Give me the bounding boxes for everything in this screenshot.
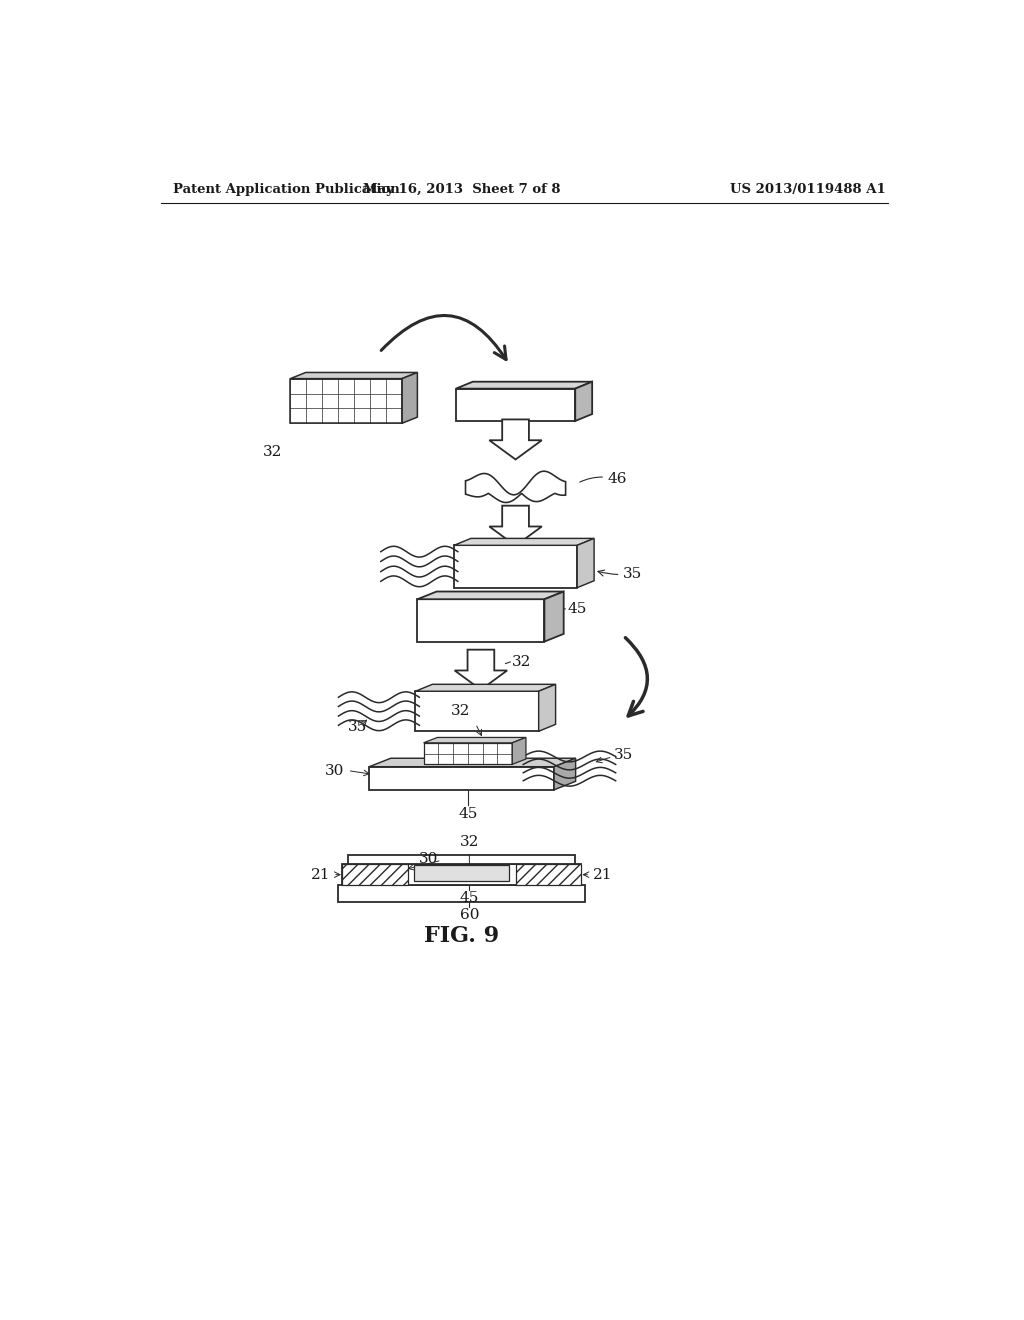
Polygon shape xyxy=(402,372,418,424)
Polygon shape xyxy=(370,767,554,789)
Polygon shape xyxy=(578,539,594,587)
Text: 21: 21 xyxy=(593,867,612,882)
Polygon shape xyxy=(424,738,526,743)
Polygon shape xyxy=(424,743,512,764)
Text: 30: 30 xyxy=(326,763,345,777)
Text: FIG. 9: FIG. 9 xyxy=(424,925,500,948)
Text: 46: 46 xyxy=(580,473,628,486)
Polygon shape xyxy=(554,758,575,789)
Polygon shape xyxy=(466,471,565,503)
Text: 45: 45 xyxy=(460,891,479,904)
Polygon shape xyxy=(339,884,585,902)
Polygon shape xyxy=(416,684,556,692)
Polygon shape xyxy=(418,599,545,642)
Text: 45: 45 xyxy=(458,807,477,821)
Text: 32: 32 xyxy=(451,704,470,718)
Text: 32: 32 xyxy=(460,836,479,849)
Polygon shape xyxy=(291,379,402,424)
Polygon shape xyxy=(454,545,578,587)
Polygon shape xyxy=(489,506,542,545)
Polygon shape xyxy=(545,591,563,642)
Polygon shape xyxy=(512,738,526,764)
Text: 60: 60 xyxy=(460,908,479,921)
Text: 35: 35 xyxy=(348,719,367,734)
Text: 21: 21 xyxy=(311,867,331,882)
Polygon shape xyxy=(342,865,581,884)
Polygon shape xyxy=(455,649,507,689)
Text: 32: 32 xyxy=(263,445,283,459)
Polygon shape xyxy=(418,591,563,599)
Polygon shape xyxy=(539,684,556,731)
Text: 32: 32 xyxy=(512,655,531,669)
Text: 35: 35 xyxy=(598,568,643,581)
Polygon shape xyxy=(515,865,581,884)
Polygon shape xyxy=(416,692,539,731)
Text: May 16, 2013  Sheet 7 of 8: May 16, 2013 Sheet 7 of 8 xyxy=(362,182,560,195)
Text: Patent Application Publication: Patent Application Publication xyxy=(173,182,399,195)
Polygon shape xyxy=(454,539,594,545)
Polygon shape xyxy=(291,372,418,379)
Polygon shape xyxy=(342,865,408,884)
Polygon shape xyxy=(489,420,542,459)
Polygon shape xyxy=(414,866,509,880)
Text: 45: 45 xyxy=(567,602,587,616)
Polygon shape xyxy=(348,855,574,865)
Polygon shape xyxy=(575,381,592,421)
Text: 35: 35 xyxy=(614,748,634,762)
Polygon shape xyxy=(456,388,575,421)
Text: US 2013/0119488 A1: US 2013/0119488 A1 xyxy=(730,182,886,195)
Text: 30: 30 xyxy=(419,853,438,866)
Polygon shape xyxy=(370,758,575,767)
Polygon shape xyxy=(456,381,592,388)
